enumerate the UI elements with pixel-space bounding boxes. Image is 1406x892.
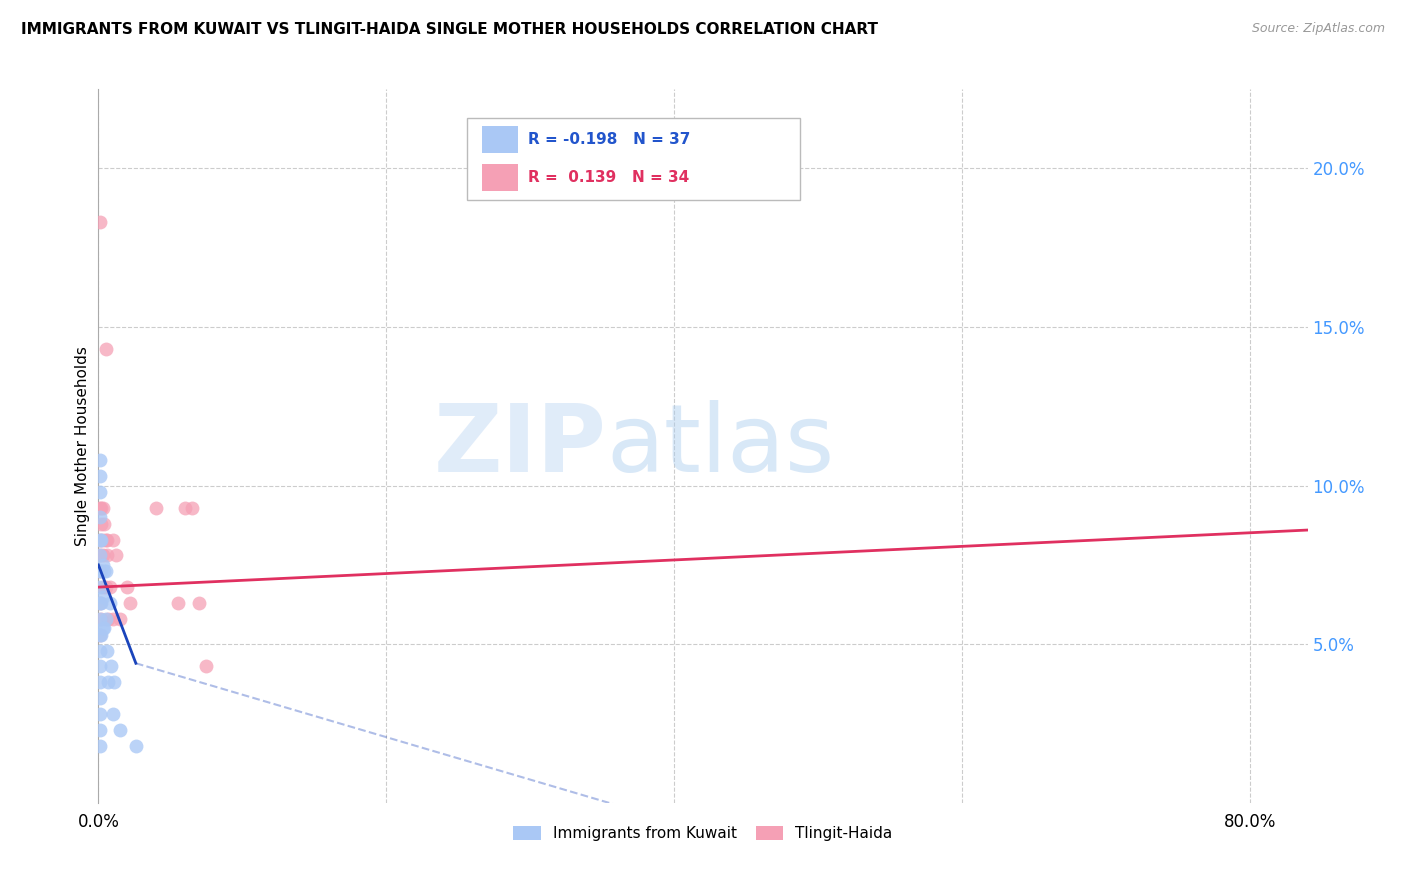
Point (90, 516, 112, 531)
Point (89, 564, 111, 578)
Point (125, 739, 148, 753)
Point (108, 723, 131, 737)
Point (166, 596, 188, 610)
Point (104, 549, 127, 563)
Point (91, 558, 114, 572)
Point (89, 643, 111, 657)
Point (97, 675, 120, 690)
Point (100, 659, 122, 673)
Point (115, 580, 138, 594)
Point (108, 612, 131, 626)
Text: ZIP: ZIP (433, 400, 606, 492)
Point (97, 612, 120, 626)
Point (90, 596, 112, 610)
Point (101, 612, 124, 626)
Point (89, 596, 111, 610)
Point (89, 533, 111, 547)
Point (90, 628, 112, 642)
Point (89, 596, 111, 610)
Legend: Immigrants from Kuwait, Tlingit-Haida: Immigrants from Kuwait, Tlingit-Haida (506, 818, 900, 848)
Point (101, 706, 124, 721)
Y-axis label: Single Mother Households: Single Mother Households (75, 346, 90, 546)
Point (89, 739, 111, 753)
Point (94, 580, 117, 594)
Point (145, 500, 167, 515)
Point (90, 564, 112, 578)
Point (181, 500, 204, 515)
Point (89, 469, 111, 483)
Point (89, 691, 111, 706)
Point (103, 675, 125, 690)
Point (94, 564, 117, 578)
Point (91, 500, 114, 515)
Point (120, 596, 142, 610)
Text: R = -0.198   N = 37: R = -0.198 N = 37 (527, 132, 690, 147)
Point (89, 628, 111, 642)
Text: IMMIGRANTS FROM KUWAIT VS TLINGIT-HAIDA SINGLE MOTHER HOUSEHOLDS CORRELATION CHA: IMMIGRANTS FROM KUWAIT VS TLINGIT-HAIDA … (21, 22, 879, 37)
Point (89, 215, 111, 229)
Point (89, 453, 111, 467)
Point (89, 549, 111, 563)
Text: atlas: atlas (606, 400, 835, 492)
Point (89, 706, 111, 721)
Point (96, 533, 118, 547)
Point (91, 621, 114, 635)
Point (94, 343, 117, 357)
Point (93, 564, 115, 578)
Point (89, 612, 111, 626)
Text: Source: ZipAtlas.com: Source: ZipAtlas.com (1251, 22, 1385, 36)
Point (93, 516, 115, 531)
Point (98, 596, 121, 610)
Point (91, 590, 114, 604)
Point (89, 628, 111, 642)
Point (90, 533, 112, 547)
Point (173, 500, 195, 515)
Point (188, 596, 211, 610)
Point (96, 643, 118, 657)
Point (89, 485, 111, 500)
Point (94, 612, 117, 626)
Point (101, 533, 124, 547)
Point (91, 580, 114, 594)
Point (89, 510, 111, 524)
Point (89, 564, 111, 578)
FancyBboxPatch shape (482, 164, 517, 191)
Point (90, 612, 112, 626)
Point (89, 723, 111, 737)
Point (91, 533, 114, 547)
Text: R =  0.139   N = 34: R = 0.139 N = 34 (527, 170, 689, 186)
Point (89, 675, 111, 690)
Point (89, 549, 111, 563)
Point (89, 580, 111, 594)
Point (89, 659, 111, 673)
FancyBboxPatch shape (482, 127, 517, 153)
FancyBboxPatch shape (467, 118, 800, 200)
Point (89, 533, 111, 547)
Point (90, 500, 112, 515)
Point (93, 621, 115, 635)
Point (94, 533, 117, 547)
Point (96, 549, 118, 563)
Point (91, 549, 114, 563)
Point (98, 580, 121, 594)
Point (195, 659, 218, 673)
Point (89, 500, 111, 515)
